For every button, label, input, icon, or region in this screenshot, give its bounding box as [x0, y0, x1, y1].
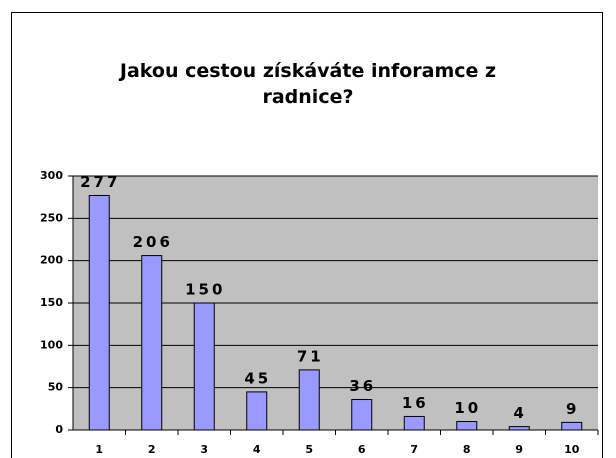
bar	[456, 421, 478, 431]
x-tick-label: 6	[358, 443, 366, 456]
y-tick-label: 50	[48, 381, 64, 394]
x-tick-label: 1	[95, 443, 103, 456]
x-tick-label: 8	[463, 443, 471, 456]
x-tick-label: 2	[148, 443, 156, 456]
chart-title: Jakou cestou získáváte inforamce z radni…	[119, 60, 497, 108]
bar	[508, 426, 530, 431]
value-label: 71	[297, 347, 324, 365]
y-tick-label: 200	[40, 254, 63, 267]
bar	[141, 255, 163, 431]
y-tick-label: 150	[40, 296, 63, 309]
y-tick-label: 0	[55, 423, 63, 436]
bar	[246, 391, 268, 431]
value-label: 4	[514, 404, 527, 422]
x-tick-label: 4	[253, 443, 261, 456]
bar	[193, 302, 215, 431]
bar	[298, 369, 320, 431]
value-label: 9	[566, 400, 579, 418]
y-tick-label: 100	[40, 338, 63, 351]
y-tick-label: 250	[40, 211, 63, 224]
value-label: 277	[80, 173, 120, 191]
bar	[403, 415, 425, 431]
bar	[561, 421, 583, 431]
value-label: 10	[454, 399, 481, 417]
value-label: 16	[402, 394, 429, 412]
value-label: 36	[349, 377, 376, 395]
x-tick-label: 3	[200, 443, 208, 456]
x-tick-label: 10	[564, 443, 580, 456]
x-tick-label: 5	[305, 443, 313, 456]
bar	[88, 194, 110, 431]
value-label: 150	[185, 281, 225, 299]
chart-border	[11, 12, 603, 458]
bar	[351, 399, 373, 431]
value-label: 206	[133, 233, 173, 251]
value-label: 45	[244, 369, 271, 387]
x-tick-label: 7	[410, 443, 418, 456]
y-tick-label: 300	[40, 169, 63, 182]
x-tick-label: 9	[515, 443, 523, 456]
